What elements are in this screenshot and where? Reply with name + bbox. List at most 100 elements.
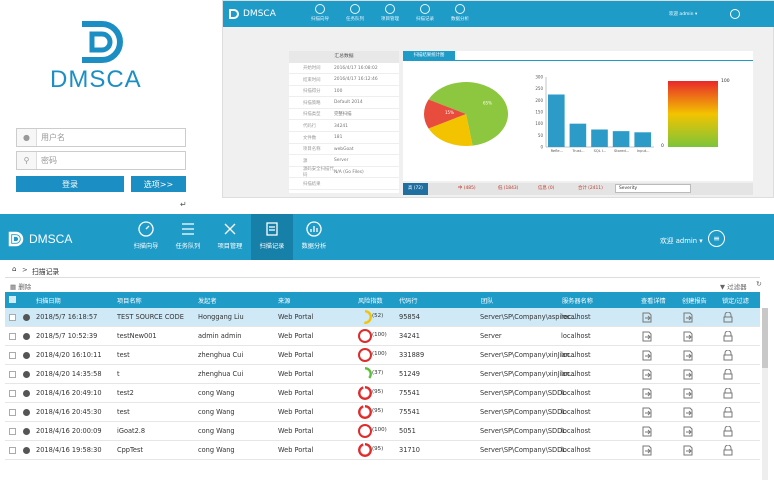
row-checkbox[interactable] [9, 409, 16, 416]
create-report-icon[interactable] [683, 369, 693, 380]
nav-icon [293, 220, 335, 238]
column-header[interactable]: 扫描日期 [36, 298, 61, 305]
nav-item[interactable]: 任务队列 [167, 220, 209, 250]
chart-tab[interactable]: 扫描结果统计图 [403, 51, 455, 61]
view-details-icon[interactable] [642, 369, 652, 380]
table-row[interactable]: 2018/4/16 20:49:10 test2 cong Wang Web Port… [5, 384, 760, 403]
nav-item[interactable]: 扫描记录 [251, 214, 293, 260]
trash-icon: ▦ [10, 283, 19, 291]
create-report-icon[interactable] [683, 331, 693, 342]
column-header[interactable]: 锁定/过滤 [722, 298, 749, 305]
scrollbar[interactable] [762, 308, 768, 480]
lock-icon[interactable] [723, 312, 733, 323]
app-user-menu[interactable]: 欢迎 admin ▾ [660, 237, 703, 245]
view-details-icon[interactable] [642, 312, 652, 323]
view-details-icon[interactable] [642, 388, 652, 399]
severity-select[interactable]: Severity [615, 184, 691, 193]
row-checkbox[interactable] [9, 352, 16, 359]
dashboard-nav-label: 项目管理 [381, 17, 399, 22]
create-report-icon[interactable] [683, 426, 693, 437]
refresh-icon[interactable]: ↻ [756, 280, 762, 288]
username-field[interactable]: ● 用户名 [16, 128, 186, 147]
lock-icon[interactable] [723, 331, 733, 342]
lock-icon[interactable] [723, 445, 733, 456]
login-button[interactable]: 登录 [16, 176, 124, 192]
cell-source: Web Portal [278, 370, 314, 378]
dashboard-nav-item[interactable]: 任务队列 [338, 4, 372, 22]
view-details-icon[interactable] [642, 331, 652, 342]
create-report-icon[interactable] [683, 445, 693, 456]
lock-icon[interactable] [723, 350, 733, 361]
column-header[interactable]: 团队 [481, 298, 494, 305]
column-header[interactable]: 发起者 [198, 298, 217, 305]
summary-row: 项目名称 webGoat [289, 144, 399, 156]
nav-item[interactable]: 扫描向导 [125, 220, 167, 250]
lock-icon[interactable] [723, 388, 733, 399]
nav-item[interactable]: 项目管理 [209, 220, 251, 250]
row-checkbox[interactable] [9, 314, 16, 321]
severity-tab[interactable]: 合计 (2411) [578, 186, 603, 191]
bar-y-tick: 50 [538, 133, 544, 138]
create-report-icon[interactable] [683, 388, 693, 399]
column-header[interactable]: 创建报告 [682, 298, 707, 305]
options-button[interactable]: 选项>> [131, 176, 186, 192]
login-brand: DMSCA [50, 66, 142, 93]
risk-ring [358, 386, 372, 400]
dashboard-nav-item[interactable]: 扫描记录 [408, 4, 442, 22]
table-row[interactable]: 2018/4/20 16:10:11 test zhenghua Cui Web Po… [5, 346, 760, 365]
lock-icon[interactable] [723, 407, 733, 418]
nav-icon [251, 220, 293, 238]
severity-tab[interactable]: 高 (72) [403, 183, 428, 195]
column-header[interactable]: 风险指数 [358, 298, 383, 305]
create-report-icon[interactable] [683, 350, 693, 361]
table-row[interactable]: 2018/5/7 16:18:57 TEST SOURCE CODE Honggan… [5, 308, 760, 327]
create-report-icon[interactable] [683, 407, 693, 418]
view-details-icon[interactable] [642, 426, 652, 437]
bar-category-label: Trust... [571, 149, 584, 153]
column-header[interactable]: 项目名称 [117, 298, 142, 305]
cell-loc: 95854 [399, 313, 420, 321]
column-header[interactable]: 代码行 [399, 298, 418, 305]
dashboard-nav-item[interactable]: 扫描向导 [303, 4, 337, 22]
row-checkbox[interactable] [9, 390, 16, 397]
column-header[interactable]: 来源 [278, 298, 291, 305]
dashboard-user-menu[interactable]: 欢迎 admin ▾ [669, 12, 698, 17]
severity-tab[interactable]: 信息 (0) [538, 186, 555, 191]
create-report-icon[interactable] [683, 312, 693, 323]
view-details-icon[interactable] [642, 407, 652, 418]
row-checkbox[interactable] [9, 428, 16, 435]
view-details-icon[interactable] [642, 350, 652, 361]
lock-icon[interactable] [723, 426, 733, 437]
lock-icon[interactable] [723, 369, 733, 380]
summary-key: 源 [303, 158, 308, 164]
view-details-icon[interactable] [642, 445, 652, 456]
row-checkbox[interactable] [9, 333, 16, 340]
select-all-checkbox[interactable] [9, 296, 16, 303]
status-dot [23, 428, 30, 435]
dashboard-menu-icon[interactable] [730, 9, 740, 19]
row-checkbox[interactable] [9, 447, 16, 454]
severity-tab[interactable]: 低 (1843) [498, 186, 519, 191]
table-row[interactable]: 2018/4/20 14:35:58 t zhenghua Cui Web Porta… [5, 365, 760, 384]
nav-item[interactable]: 数据分析 [293, 220, 335, 250]
dashboard-nav-item[interactable]: 项目管理 [373, 4, 407, 22]
home-icon[interactable]: ⌂ [12, 265, 17, 273]
bar [591, 129, 608, 147]
column-header[interactable]: 服务器名称 [562, 298, 593, 305]
table-row[interactable]: 2018/4/16 20:00:09 iGoat2.8 cong Wang Web P… [5, 422, 760, 441]
table-row[interactable]: 2018/4/16 20:45:30 test cong Wang Web Porta… [5, 403, 760, 422]
password-field[interactable]: ⚲ 密码 [16, 151, 186, 170]
severity-tab[interactable]: 中 (485) [458, 186, 476, 191]
delete-button[interactable]: ▦ 删除 [10, 281, 31, 291]
dashboard-nav-item[interactable]: 数据分析 [443, 4, 477, 22]
column-header[interactable]: 查看详情 [641, 298, 666, 305]
dashboard-screenshot: DMSCA 扫描向导 任务队列 项目管理 扫描记录 数据分析 欢迎 admin ▾ 汇总… [222, 0, 774, 198]
table-row[interactable]: 2018/5/7 10:52:39 testNew001 admin admin We… [5, 327, 760, 346]
table-row[interactable]: 2018/4/16 19:58:30 CppTest cong Wang Web Po… [5, 441, 760, 460]
summary-row: 扫描策略 Default 2014 [289, 98, 399, 109]
chart-panel: 扫描结果统计图 65% 15% 300 250 200 150 100 50 0 Refle..… [403, 51, 753, 181]
cell-server: localhost [561, 332, 591, 340]
app-menu-icon[interactable]: ≡ [708, 230, 725, 247]
row-checkbox[interactable] [9, 371, 16, 378]
filter-button[interactable]: ▼ 过滤器 [720, 281, 747, 291]
